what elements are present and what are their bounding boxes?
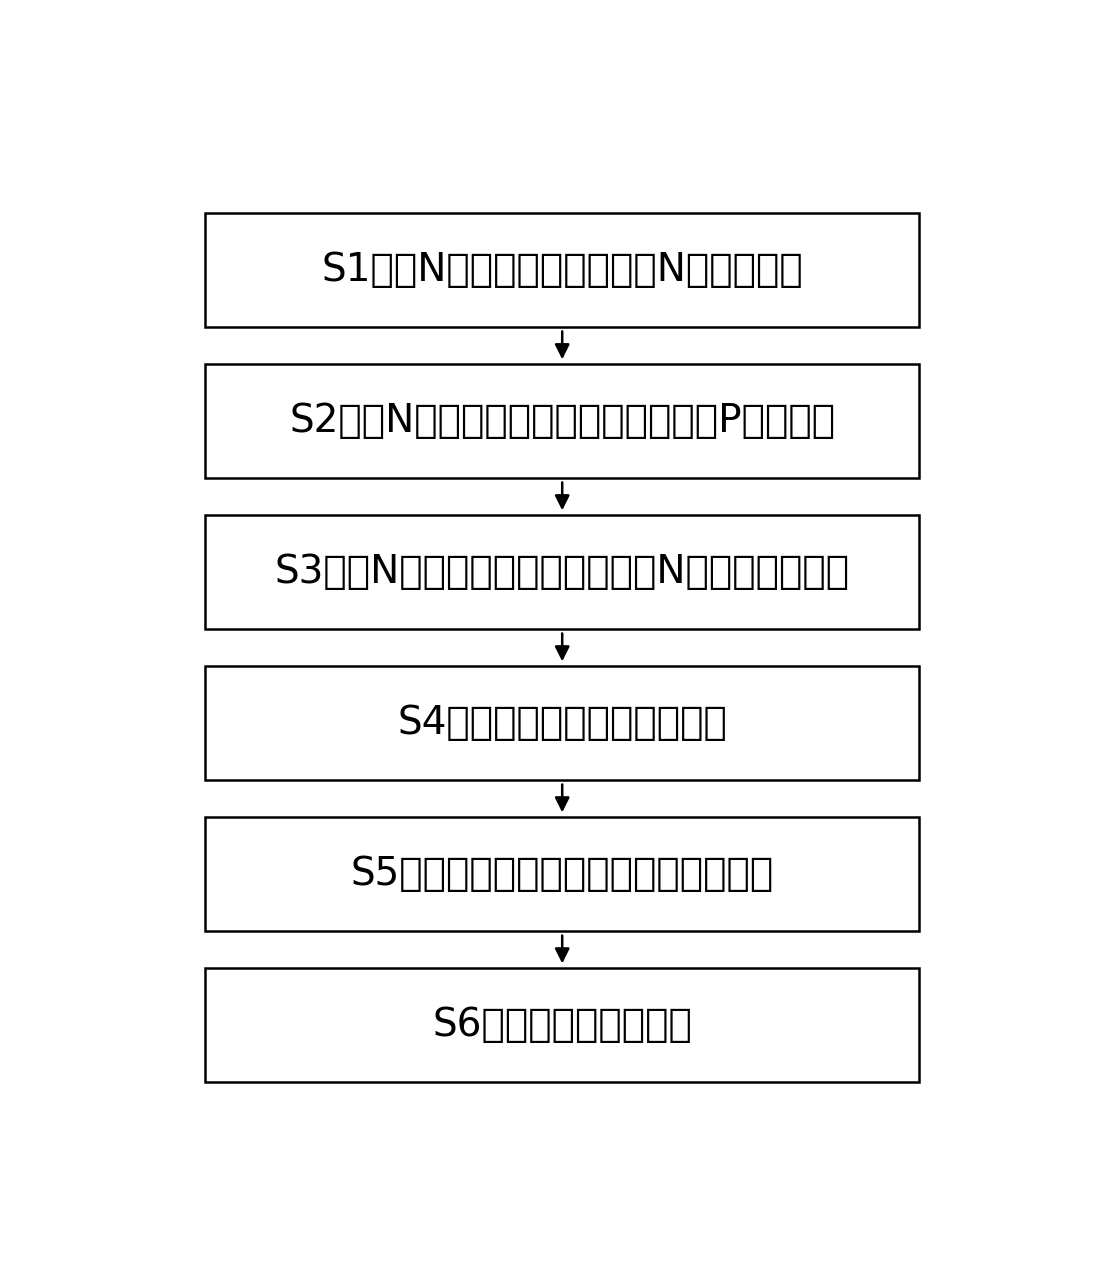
Bar [205,213,919,327]
Text: S5：栅沟槽刻蚀、氧化并沉积多晶硅栅: S5：栅沟槽刻蚀、氧化并沉积多晶硅栅 [351,855,773,894]
Bar [205,667,919,779]
Bar [205,364,919,478]
Bar [205,515,919,628]
Bar [205,968,919,1082]
Text: S2：在N－型漂移层顶部离子注入形成P型沟道区: S2：在N－型漂移层顶部离子注入形成P型沟道区 [290,401,835,440]
Text: S6：欧姆接触电极制备: S6：欧姆接触电极制备 [432,1006,692,1044]
Text: S3：在N－型漂移层上部外延生长N－型背景掺杂区: S3：在N－型漂移层上部外延生长N－型背景掺杂区 [274,553,850,591]
Text: S4：离子注入形成源区、基区: S4：离子注入形成源区、基区 [397,704,727,742]
Text: S1：在N＋型衬底上外延生长N－型漂移层: S1：在N＋型衬底上外延生长N－型漂移层 [321,251,803,288]
Bar [205,817,919,931]
